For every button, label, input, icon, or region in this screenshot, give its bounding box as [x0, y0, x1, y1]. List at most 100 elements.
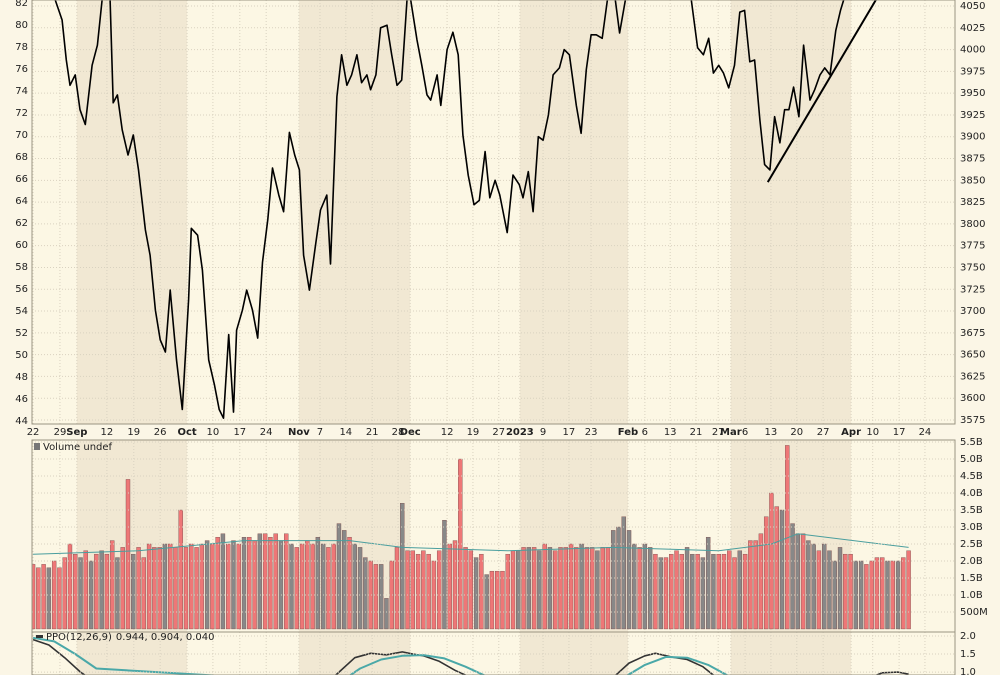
volume-bar — [421, 550, 426, 630]
volume-bar — [51, 560, 57, 630]
volume-bar — [347, 536, 352, 630]
y-tick-label: 3.5B — [960, 505, 983, 516]
month-shading — [730, 632, 852, 675]
volume-bar — [584, 547, 590, 630]
panel: 500M 1.0B 1.5B 2.0B 2.5B 3.0B 3.5B 4.0B 4.5B 5.0B… — [31, 437, 988, 633]
volume-bar — [431, 560, 437, 630]
volume-bar — [800, 533, 806, 630]
y-tick-label: 54 — [15, 306, 28, 317]
volume-bar — [690, 553, 695, 630]
y-tick-label: 56 — [15, 284, 28, 295]
volume-bar — [468, 550, 474, 630]
price-line — [54, 0, 103, 126]
legend-label: PPO(12,26,9) — [46, 632, 112, 643]
volume-bar — [626, 530, 632, 630]
y2-tick-label: 3750 — [960, 262, 985, 273]
y2-tick-label: 4000 — [960, 45, 985, 56]
panel: 44 46 48 50 52 54 56 58 60 62 64 66 68 70 72 74 76 78 80 82… — [15, 0, 985, 427]
x-tick-label: 26 — [154, 427, 167, 438]
volume-bar — [109, 540, 115, 630]
volume-bar — [378, 564, 384, 630]
volume-bar — [247, 536, 252, 630]
volume-bar — [410, 550, 416, 630]
y2-tick-label: 3800 — [960, 219, 985, 230]
y2-tick-label: 3900 — [960, 132, 985, 143]
y-tick-label: 1.5 — [960, 649, 976, 660]
volume-bar — [294, 547, 299, 630]
volume-bar — [837, 547, 843, 630]
y-tick-label: 1.0B — [960, 590, 983, 601]
volume-bar — [700, 557, 706, 630]
y-tick-label: 50 — [15, 350, 28, 361]
y-tick-label: 66 — [15, 174, 28, 185]
volume-bar — [257, 533, 263, 630]
volume-bar — [78, 557, 83, 630]
x-tick-label: 13 — [664, 427, 677, 438]
y2-tick-label: 3725 — [960, 284, 985, 295]
y-tick-label: 74 — [15, 86, 28, 97]
y2-tick-label: 3975 — [960, 66, 985, 77]
volume-bar — [299, 543, 305, 630]
volume-bar — [500, 570, 505, 630]
y-tick-label: 4.0B — [960, 488, 983, 499]
y2-tick-label: 3575 — [960, 415, 985, 426]
volume-bar — [737, 550, 743, 630]
volume-bar — [816, 550, 822, 630]
volume-bar — [600, 547, 605, 630]
volume-bar — [864, 564, 869, 630]
volume-bar — [653, 553, 658, 630]
volume-bar — [32, 564, 36, 630]
volume-bar — [99, 550, 104, 630]
x-tick-label: 28 — [392, 427, 405, 438]
y2-tick-label: 3950 — [960, 88, 985, 99]
y-tick-label: 48 — [15, 372, 28, 383]
volume-bar — [553, 550, 558, 630]
volume-bar — [173, 547, 178, 630]
volume-bar — [679, 553, 684, 630]
y-tick-label: 76 — [15, 64, 28, 75]
price-line — [614, 0, 627, 34]
volume-bar — [405, 550, 410, 630]
panel: 1.0 1.5 2.0 PPO(12,26,9) 0.944, 0.904, 0.040 — [31, 631, 976, 675]
volume-bar — [415, 553, 421, 630]
legend-swatch — [36, 635, 43, 638]
volume-bar — [167, 543, 173, 630]
volume-bar — [368, 560, 373, 630]
volume-bar — [278, 540, 284, 630]
y-tick-label: 64 — [15, 196, 28, 207]
volume-bar — [389, 560, 394, 630]
month-shading — [519, 0, 628, 424]
volume-bar — [183, 547, 189, 630]
volume-bar — [178, 509, 183, 630]
volume-bar — [131, 553, 136, 630]
volume-bar — [226, 543, 231, 630]
volume-bar — [537, 550, 542, 630]
volume-bar — [73, 553, 78, 630]
volume-bar — [215, 536, 220, 630]
volume-bar — [104, 553, 110, 630]
y-tick-label: 5.0B — [960, 454, 983, 465]
volume-bar — [125, 479, 131, 630]
volume-bar — [890, 560, 895, 630]
volume-bar — [526, 547, 532, 630]
volume-bar — [531, 547, 537, 630]
volume-bar — [336, 523, 342, 630]
x-tick-label: 24 — [260, 427, 273, 438]
volume-bar — [189, 543, 194, 630]
volume-bar — [152, 547, 157, 630]
volume-bar — [663, 557, 669, 630]
volume-bar — [774, 506, 779, 630]
y-tick-label: 60 — [15, 240, 28, 251]
x-tick-label: 6 — [642, 427, 648, 438]
x-tick-label: 24 — [919, 427, 932, 438]
volume-bar — [357, 547, 363, 630]
x-tick-label: 20 — [790, 427, 803, 438]
volume-bar — [779, 509, 785, 630]
volume-bar — [806, 540, 811, 630]
volume-bar — [727, 550, 732, 630]
volume-bar — [563, 547, 568, 630]
x-tick-label: 12 — [101, 427, 114, 438]
volume-bar — [821, 543, 827, 630]
volume-bar — [120, 547, 125, 630]
